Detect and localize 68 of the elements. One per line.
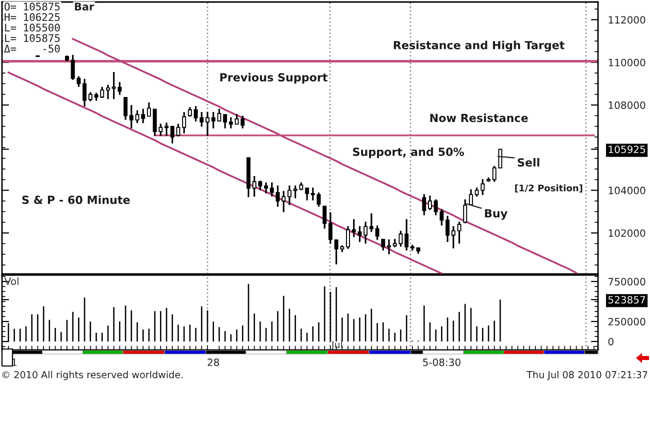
candlestick xyxy=(182,112,186,134)
candlestick xyxy=(404,219,409,250)
candlestick xyxy=(428,196,432,210)
annotation: Sell xyxy=(518,158,540,167)
annotation: L= 105500 xyxy=(5,24,60,32)
candlestick xyxy=(305,188,310,200)
candlestick xyxy=(188,107,192,117)
candlestick xyxy=(446,216,450,242)
candlestick xyxy=(282,190,286,212)
series-label: Now Resistance xyxy=(430,114,528,122)
y-tick-label: 112000 xyxy=(608,16,646,24)
candlestick xyxy=(146,102,151,117)
y-tick-label: 110000 xyxy=(608,58,646,66)
candlestick xyxy=(100,86,104,98)
candlestick xyxy=(346,226,350,249)
y-tick-label: 104000 xyxy=(608,186,646,194)
y-tick-label: 250000 xyxy=(608,318,646,326)
candlestick xyxy=(141,108,146,124)
annotation: Jul xyxy=(331,340,342,350)
x-tick-label: 28 xyxy=(208,358,220,366)
y-tick-label: 750000 xyxy=(608,278,646,286)
y-tick-label: 108000 xyxy=(608,101,646,109)
candlestick xyxy=(270,182,274,197)
candlestick xyxy=(381,238,386,250)
annotation: L= 105875 xyxy=(5,34,60,42)
candlestick xyxy=(164,122,168,136)
candlestick xyxy=(65,55,69,62)
candlestick xyxy=(228,117,233,128)
candlestick xyxy=(387,239,391,254)
candlestick xyxy=(364,222,368,244)
y-tick-label: 0 xyxy=(608,338,614,346)
text: Thu Jul 08 2010 07:21:37 xyxy=(526,370,648,380)
annotation: O= 105875 xyxy=(4,2,60,11)
text: S & P - 60 Minute xyxy=(22,195,130,204)
annotation: Support, and 50% xyxy=(353,147,464,158)
candlestick xyxy=(457,222,462,244)
candlestick xyxy=(463,199,468,224)
y-tick-label: 523857 xyxy=(608,296,646,304)
candlestick xyxy=(375,226,380,240)
candlestick xyxy=(468,189,473,206)
candlestick xyxy=(287,186,292,206)
candlestick xyxy=(322,206,327,229)
x-tick-label: 5-08:30 xyxy=(423,358,460,366)
annotation: H= 106225 xyxy=(4,13,60,22)
candlestick xyxy=(264,182,268,194)
candlestick xyxy=(129,105,134,128)
candlestick xyxy=(82,78,87,107)
candlestick xyxy=(223,114,228,128)
y-tick-label: 105925 xyxy=(608,146,646,154)
candlestick xyxy=(486,178,491,182)
text: © 2010 All rights reserved worldwide. xyxy=(2,370,183,380)
candlestick xyxy=(106,84,110,100)
annotation: Buy xyxy=(485,209,508,220)
annotation: Bar xyxy=(74,2,94,11)
annotation: Previous Support xyxy=(220,72,328,84)
annotation: [1/2 Position] xyxy=(515,184,582,192)
candlestick xyxy=(88,92,92,102)
candlestick xyxy=(369,213,374,232)
annotation: Δ= -50 xyxy=(4,44,60,53)
ref-line-label: Resistance and High Target xyxy=(394,40,564,52)
candlestick xyxy=(135,110,140,124)
candlestick xyxy=(451,226,456,248)
chart-title: Vol xyxy=(4,277,18,285)
y-tick-label: 102000 xyxy=(608,229,646,237)
candlestick xyxy=(124,97,128,120)
candlestick xyxy=(276,186,280,207)
candlestick xyxy=(246,157,250,198)
candlestick xyxy=(422,194,426,216)
